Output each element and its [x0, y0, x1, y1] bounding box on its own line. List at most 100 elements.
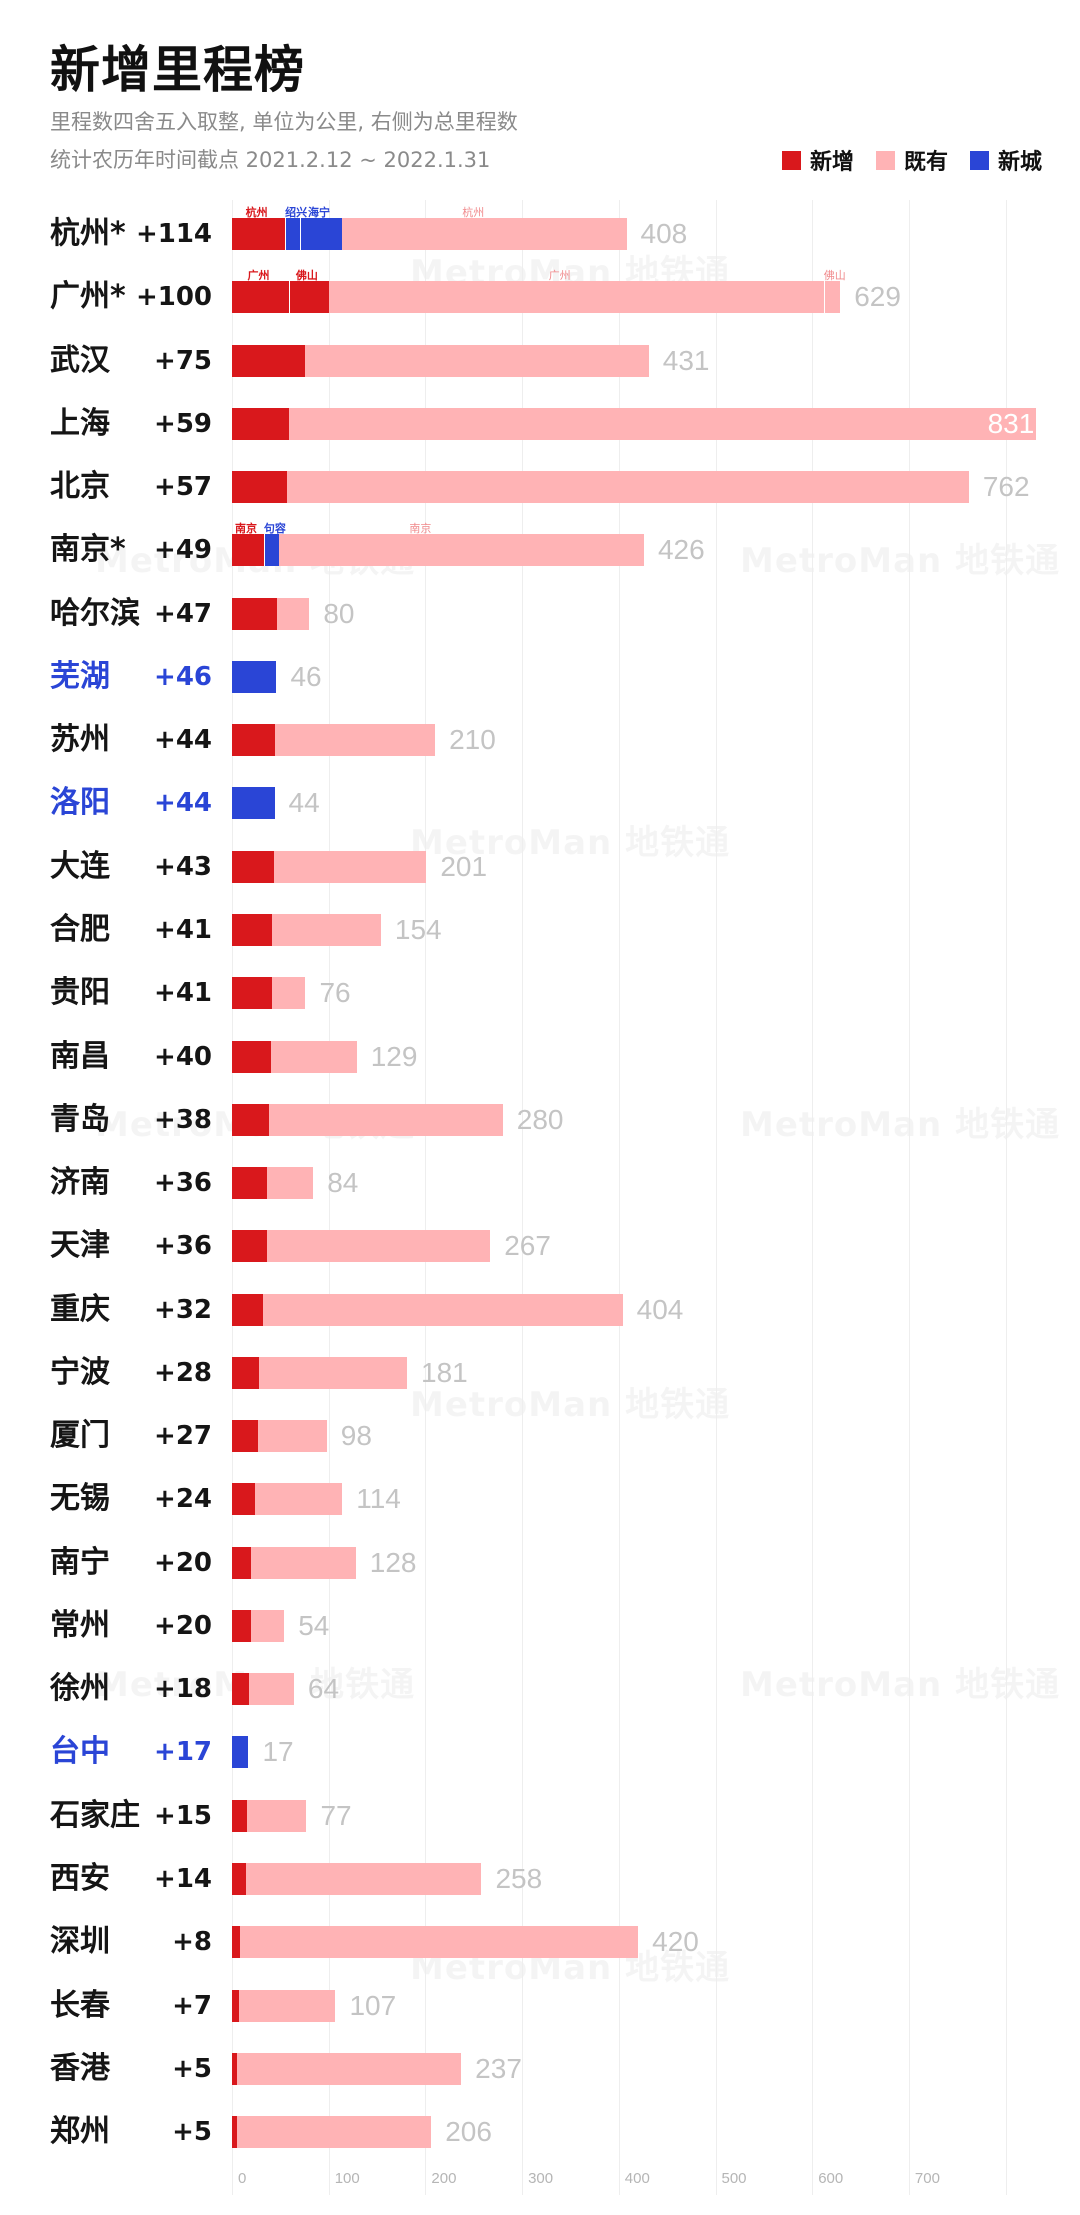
new-km-label: +24 — [154, 1484, 212, 1515]
city-label: 郑州 — [50, 2114, 110, 2150]
legend-item-new-city: 新城 — [969, 144, 1042, 176]
city-label: 西安 — [50, 1861, 110, 1897]
city-label: 厦门 — [50, 1418, 110, 1454]
x-axis-tick-label: 100 — [334, 2170, 360, 2187]
bar-segment-existing — [287, 471, 969, 504]
chart-row: 哈尔滨 +47 80 — [0, 582, 1080, 645]
total-km-label: 206 — [445, 2116, 492, 2148]
city-label: 常州 — [50, 1607, 110, 1643]
bar-segment-existing — [279, 534, 644, 567]
watermark: MetroMan 地铁通 — [410, 815, 730, 864]
total-km-label: 107 — [349, 1989, 397, 2021]
city-label: 苏州 — [50, 722, 110, 758]
new-km-label: +27 — [154, 1421, 212, 1452]
segment-annotation: 南京 — [409, 522, 432, 536]
x-axis-tick-label: 0 — [238, 2170, 247, 2187]
city-label: 贵阳 — [50, 975, 110, 1011]
total-km-label: 77 — [320, 1799, 352, 1831]
total-km-label: 128 — [369, 1546, 417, 1578]
legend-item-new: 新增 — [781, 144, 854, 176]
watermark: MetroMan 地铁通 — [410, 1377, 730, 1426]
total-km-label: 629 — [854, 281, 901, 313]
bar-segment-existing — [277, 597, 310, 630]
chart-row: 上海 +59 831 — [0, 392, 1080, 455]
subtitle-rounding-note: 里程数四舍五入取整, 单位为公里, 右侧为总里程数 — [50, 110, 518, 134]
bar-segment-new — [232, 407, 290, 440]
city-label: 南昌 — [50, 1038, 110, 1074]
city-label: 哈尔滨 — [50, 595, 140, 631]
bar-segment-existing — [328, 281, 824, 314]
bar-segment-new — [232, 1293, 263, 1326]
total-km-label: 280 — [516, 1103, 564, 1135]
bar-segment-new — [232, 218, 286, 250]
city-label: 深圳 — [50, 1924, 110, 1960]
total-km-label: 408 — [640, 218, 688, 249]
total-km-label: 17 — [262, 1736, 294, 1768]
total-km-label: 76 — [319, 977, 351, 1009]
total-km-label: 431 — [662, 344, 710, 376]
chart-row: 南宁 +20 128 — [0, 1531, 1080, 1594]
new-km-label: +40 — [154, 1041, 212, 1072]
bar-segment-existing — [342, 218, 627, 250]
total-km-label: 84 — [327, 1167, 359, 1199]
bar-segment-new — [232, 1040, 271, 1073]
bar-segment-existing — [262, 1293, 623, 1326]
new-km-label: +44 — [154, 788, 212, 819]
new-km-label: +41 — [154, 978, 212, 1009]
segment-annotation: 海宁 — [307, 206, 330, 219]
bar-segment-new — [232, 913, 272, 946]
chart-row: 洛阳 +44 44 — [0, 771, 1080, 834]
bar-segment-new — [232, 2052, 237, 2085]
total-km-label: 114 — [356, 1483, 401, 1515]
x-axis-tick-label: 300 — [528, 2170, 554, 2187]
x-axis-tick-label: 600 — [818, 2170, 844, 2187]
bar-segment-new — [232, 1230, 267, 1263]
city-label: 石家庄 — [50, 1797, 140, 1833]
gridline — [812, 200, 814, 2195]
city-label: 长春 — [50, 1987, 110, 2023]
bar-segment-new — [232, 850, 274, 883]
bar-segment-new-city — [299, 218, 343, 250]
segment-annotation: 南京 — [234, 522, 257, 536]
total-km-label: 237 — [475, 2052, 522, 2084]
city-label: 合肥 — [50, 911, 110, 947]
legend-label: 既有 — [903, 150, 948, 175]
new-km-label: +47 — [154, 598, 212, 629]
new-km-label: +5 — [172, 2053, 212, 2084]
bar-segment-new — [232, 1483, 256, 1516]
city-label: 南京* — [50, 532, 126, 568]
new-km-label: +41 — [154, 914, 212, 945]
bar-segment-existing — [304, 344, 649, 377]
gridline — [1005, 200, 1007, 2195]
new-km-label: +7 — [172, 1990, 212, 2021]
x-axis-tick-label: 700 — [914, 2170, 940, 2187]
bar-segment-new — [232, 1103, 269, 1136]
city-label: 上海 — [50, 405, 110, 441]
city-label: 大连 — [50, 848, 110, 884]
new-km-label: +114 — [135, 219, 212, 249]
segment-annotation: 杭州 — [462, 206, 485, 219]
new-km-label: +59 — [154, 408, 212, 439]
chart-row: 台中 +17 17 — [0, 1720, 1080, 1783]
total-km-label: 762 — [982, 471, 1030, 503]
total-km-label: 129 — [370, 1040, 418, 1072]
chart-row: 徐州 +18 64 — [0, 1657, 1080, 1720]
new-km-label: +43 — [154, 851, 212, 882]
city-label: 武汉 — [50, 342, 110, 378]
bar-segment-new-city — [285, 218, 300, 250]
total-km-label: 831 — [987, 407, 1035, 439]
total-km-label: 201 — [440, 850, 488, 882]
total-km-label: 54 — [298, 1609, 330, 1641]
new-km-label: +36 — [154, 1168, 212, 1199]
city-label: 杭州* — [50, 216, 126, 251]
bar-segment-existing — [266, 1167, 314, 1200]
segment-annotation: 句容 — [263, 522, 286, 536]
new-km-label: +14 — [154, 1864, 212, 1895]
chart-row: 广州* +100 广州 佛山 广州 佛山 629 — [0, 265, 1080, 328]
bar-segment-existing — [255, 1483, 343, 1516]
bar-segment-existing — [245, 1863, 482, 1896]
bar-segment-existing — [273, 850, 427, 883]
bar-segment-existing — [258, 1420, 327, 1453]
bar-segment-new — [232, 1799, 247, 1832]
chart-row: 常州 +20 54 — [0, 1594, 1080, 1657]
